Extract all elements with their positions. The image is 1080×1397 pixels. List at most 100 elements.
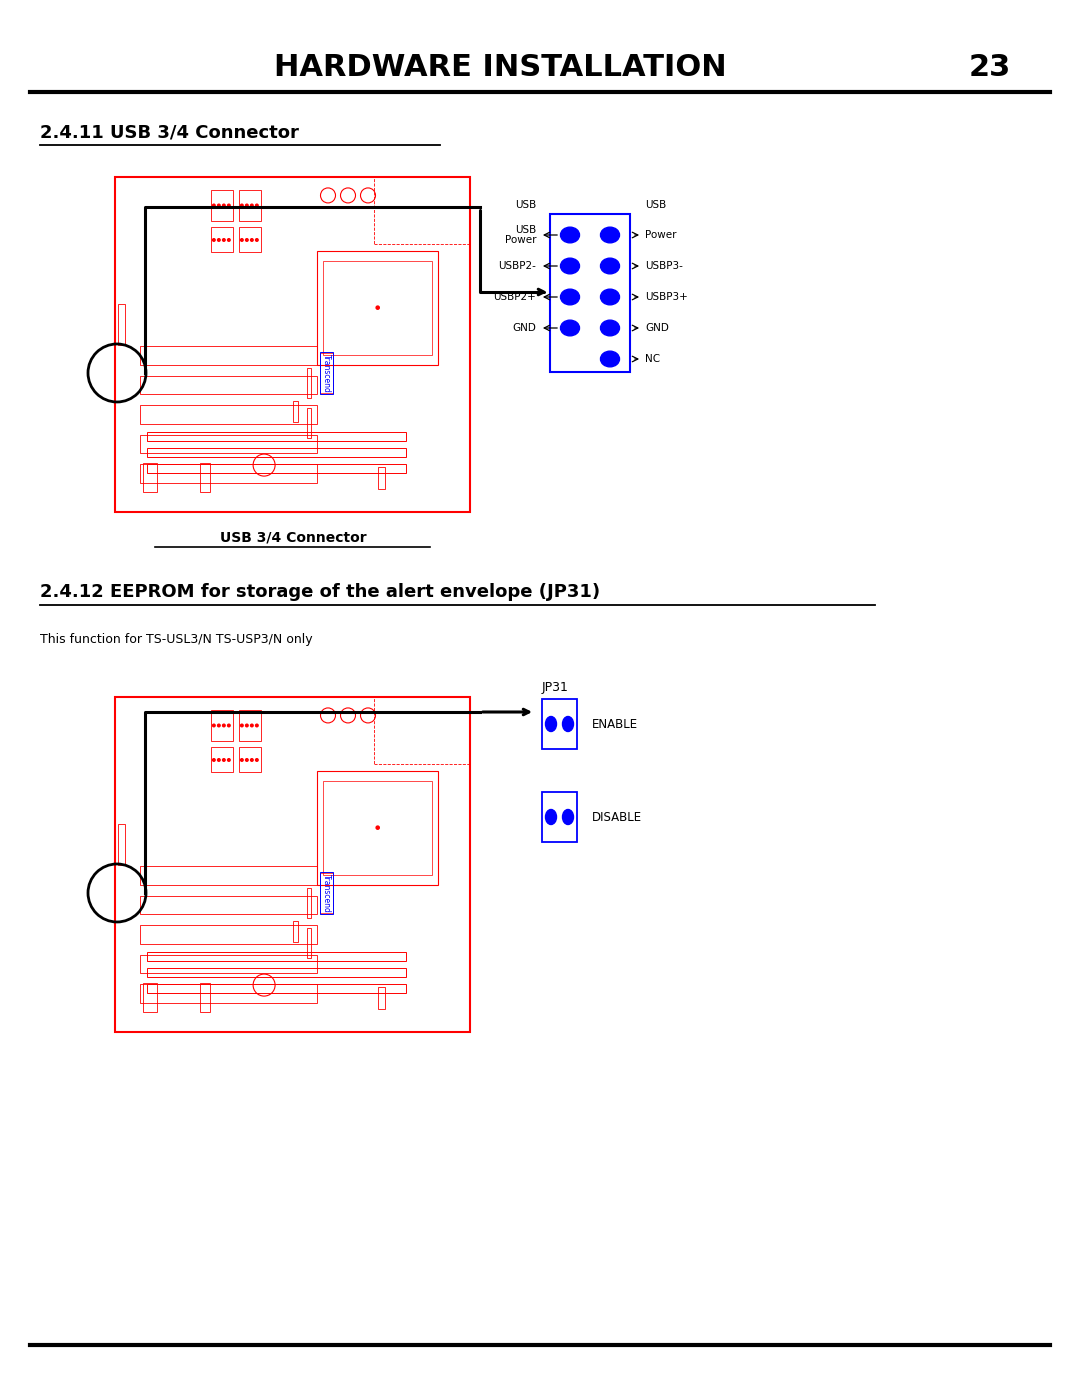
Bar — [542, 698, 577, 749]
Bar — [307, 928, 311, 958]
Circle shape — [241, 759, 243, 761]
Bar — [318, 771, 438, 884]
Ellipse shape — [561, 228, 580, 243]
Text: GND: GND — [512, 323, 536, 332]
Text: Transcend: Transcend — [322, 353, 330, 393]
Circle shape — [222, 759, 225, 761]
Circle shape — [256, 239, 258, 242]
Bar — [147, 951, 406, 961]
Text: This function for TS-USL3/N TS-USP3/N only: This function for TS-USL3/N TS-USP3/N on… — [40, 633, 312, 645]
Bar — [211, 711, 233, 740]
Circle shape — [245, 759, 248, 761]
Ellipse shape — [600, 289, 620, 305]
Circle shape — [376, 826, 379, 830]
Circle shape — [376, 306, 379, 309]
Bar — [144, 464, 158, 492]
Bar — [211, 228, 233, 253]
Circle shape — [245, 204, 248, 207]
Text: USB
Power: USB Power — [504, 225, 536, 246]
Text: ENABLE: ENABLE — [592, 718, 638, 731]
Bar — [147, 464, 406, 474]
Circle shape — [228, 239, 230, 242]
Circle shape — [245, 724, 248, 726]
Bar — [320, 353, 333, 393]
Bar — [147, 983, 406, 993]
Circle shape — [228, 759, 230, 761]
Bar — [307, 888, 311, 918]
Text: GND: GND — [645, 323, 669, 332]
Bar — [293, 922, 297, 942]
Bar — [550, 214, 630, 372]
Bar — [200, 983, 211, 1011]
Circle shape — [256, 724, 258, 726]
Text: Power: Power — [645, 231, 676, 240]
Ellipse shape — [600, 320, 620, 335]
Circle shape — [213, 204, 215, 207]
Text: 2.4.11 USB 3/4 Connector: 2.4.11 USB 3/4 Connector — [40, 123, 299, 141]
Bar — [147, 968, 406, 978]
Ellipse shape — [545, 809, 556, 824]
Text: USBP2-: USBP2- — [498, 261, 536, 271]
Text: USBP2+: USBP2+ — [494, 292, 536, 302]
Text: USB: USB — [645, 200, 666, 210]
Circle shape — [228, 724, 230, 726]
Text: USBP3-: USBP3- — [645, 261, 683, 271]
Bar — [139, 954, 318, 974]
Text: USB 3/4 Connector: USB 3/4 Connector — [219, 529, 366, 543]
Bar — [114, 177, 470, 511]
Bar — [378, 467, 384, 489]
Ellipse shape — [545, 717, 556, 732]
Circle shape — [251, 759, 253, 761]
Bar — [200, 464, 211, 492]
Circle shape — [217, 239, 220, 242]
Ellipse shape — [563, 809, 573, 824]
Circle shape — [241, 204, 243, 207]
Circle shape — [256, 204, 258, 207]
Circle shape — [217, 759, 220, 761]
Bar — [139, 434, 318, 453]
Bar — [139, 925, 318, 943]
Text: JP31: JP31 — [542, 680, 569, 693]
Bar — [293, 401, 297, 422]
Bar — [323, 781, 432, 875]
Bar — [139, 376, 318, 394]
Ellipse shape — [561, 320, 580, 335]
Bar — [323, 261, 432, 355]
Bar — [144, 983, 158, 1011]
Ellipse shape — [563, 717, 573, 732]
Circle shape — [228, 204, 230, 207]
Bar — [118, 305, 125, 345]
Circle shape — [251, 204, 253, 207]
Bar — [239, 747, 261, 773]
Text: USB: USB — [515, 200, 536, 210]
Ellipse shape — [600, 228, 620, 243]
Bar — [542, 792, 577, 842]
Bar — [211, 190, 233, 221]
Bar — [307, 367, 311, 398]
Ellipse shape — [600, 351, 620, 367]
Bar — [139, 983, 318, 1003]
Bar — [307, 408, 311, 439]
Bar — [239, 190, 261, 221]
Circle shape — [241, 724, 243, 726]
Bar — [147, 448, 406, 457]
Circle shape — [222, 724, 225, 726]
Circle shape — [251, 239, 253, 242]
Ellipse shape — [561, 289, 580, 305]
Circle shape — [213, 239, 215, 242]
Circle shape — [213, 759, 215, 761]
Circle shape — [213, 724, 215, 726]
Bar — [139, 895, 318, 914]
Bar — [239, 711, 261, 740]
Circle shape — [217, 204, 220, 207]
Bar — [239, 228, 261, 253]
Text: 2.4.12 EEPROM for storage of the alert envelope (JP31): 2.4.12 EEPROM for storage of the alert e… — [40, 583, 600, 601]
Bar — [318, 250, 438, 365]
Circle shape — [222, 204, 225, 207]
Text: 23: 23 — [969, 53, 1011, 81]
Circle shape — [251, 724, 253, 726]
Bar — [118, 824, 125, 865]
Text: NC: NC — [645, 353, 660, 365]
Text: HARDWARE INSTALLATION: HARDWARE INSTALLATION — [273, 53, 727, 81]
Circle shape — [222, 239, 225, 242]
